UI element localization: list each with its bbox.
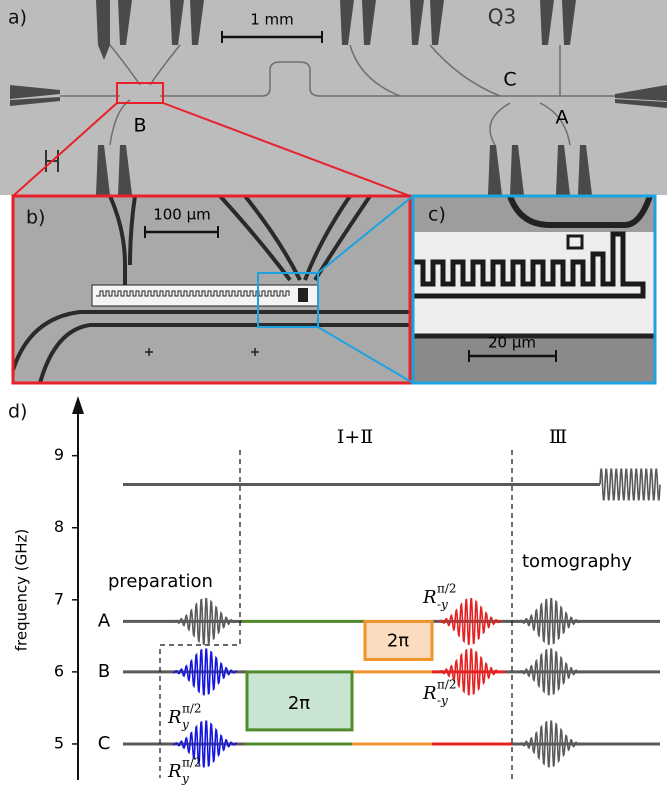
y-tick-label: 7: [54, 589, 64, 608]
level-label: A: [98, 610, 111, 631]
chip-label: Q3: [488, 5, 516, 29]
rotation-base: R: [167, 707, 182, 728]
qubit-label: B: [133, 115, 146, 137]
rotation-sup: π/2: [182, 702, 202, 716]
y-axis-label: frequency (GHz): [13, 529, 31, 651]
scale-bar-label: 1 mm: [250, 11, 294, 29]
rotation-base: R: [422, 683, 437, 704]
qubit-label: C: [503, 69, 516, 91]
box-label: 2π: [387, 630, 409, 651]
figure: a) 1 mm Q3 C A B b) 100 μm: [0, 0, 667, 795]
pulse: [518, 599, 582, 645]
phase-label: tomography: [522, 551, 632, 572]
level-label: B: [98, 661, 110, 682]
rotation-sub: y: [181, 772, 189, 786]
rotation-sup: π/2: [437, 582, 457, 596]
y-tick-label: 6: [54, 661, 64, 680]
rotation-sup: π/2: [437, 678, 457, 692]
panel-label: d): [8, 401, 27, 423]
y-tick-label: 8: [54, 517, 64, 536]
stage-label: Ⅲ: [549, 426, 567, 448]
rotation-base: R: [422, 587, 437, 608]
pulse: [173, 599, 237, 645]
level-label: C: [98, 733, 111, 754]
phase-label: preparation: [108, 571, 213, 592]
rotation-sub: y: [181, 718, 189, 732]
panel-label: a): [8, 7, 27, 29]
panel-c-image: [413, 196, 655, 383]
rotation-sub: -y: [437, 694, 448, 708]
rotation-base: R: [167, 761, 182, 782]
pulse: [518, 649, 582, 694]
panel-label: b): [26, 207, 45, 229]
rotation-sup: π/2: [182, 756, 202, 770]
panel-a-image: [0, 0, 667, 195]
rotation-sub: -y: [437, 598, 448, 612]
scale-bar-label: 100 μm: [153, 206, 211, 224]
y-tick-label: 9: [54, 445, 64, 464]
panel-label: c): [428, 204, 446, 226]
y-tick-label: 5: [54, 733, 64, 752]
pulse: [518, 721, 582, 767]
box-label: 2π: [288, 693, 310, 714]
axis-arrow: [72, 396, 84, 414]
scale-bar-label: 20 μm: [488, 334, 536, 352]
qubit-label: A: [556, 107, 569, 129]
stage-label: Ⅰ+Ⅱ: [337, 426, 373, 448]
pulse: [600, 469, 660, 499]
panel-b-image: [13, 196, 410, 383]
pulse: [173, 649, 237, 694]
